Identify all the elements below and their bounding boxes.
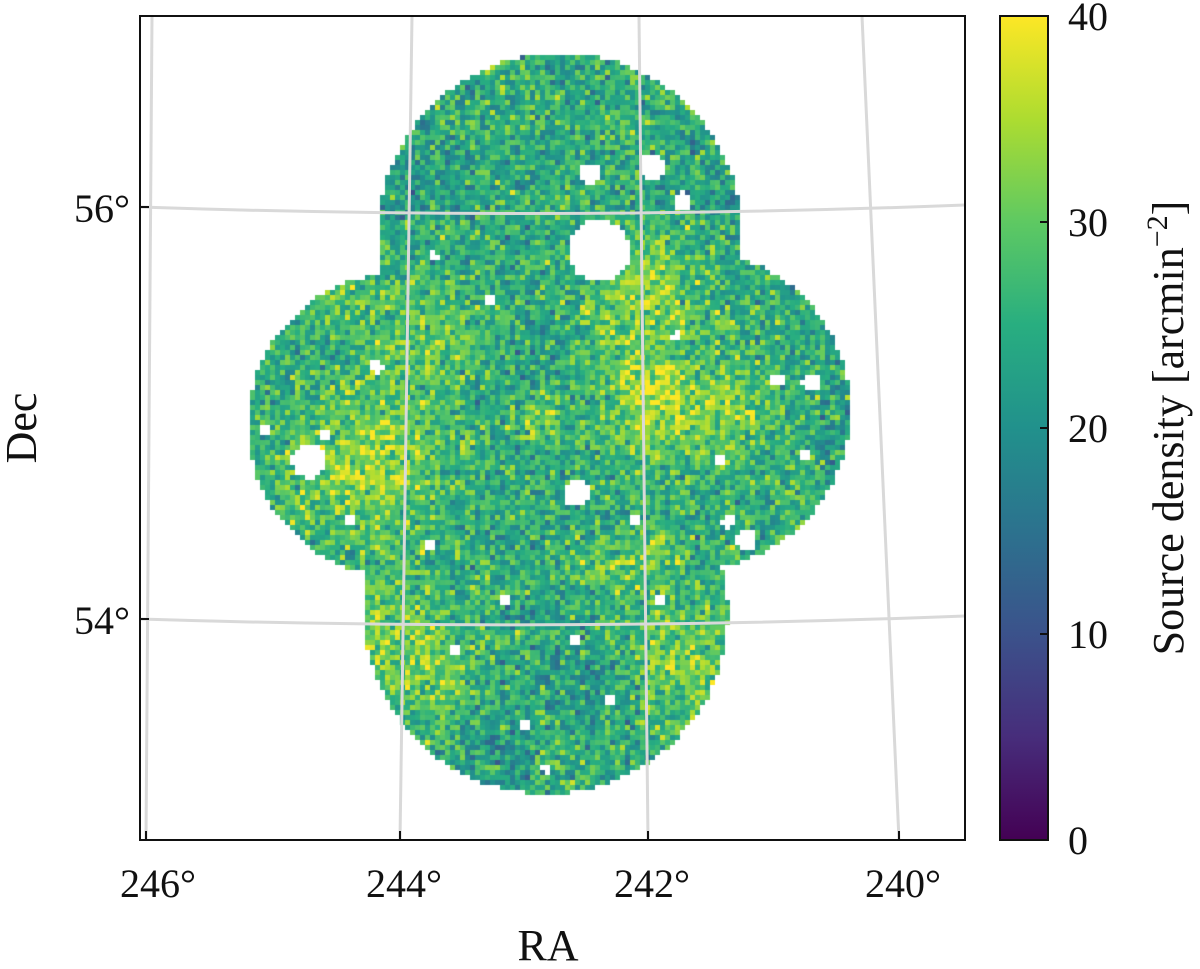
colorbar-tick-label: 0 [1068, 818, 1088, 863]
x-tick-label-246: 246° [120, 861, 196, 906]
colorbar-tick-label: 10 [1068, 612, 1108, 657]
grid-line-ra-240 [860, 16, 901, 840]
x-tick-label-240: 240° [865, 861, 941, 906]
colorbar-label-exponent: −2 [1141, 215, 1174, 247]
colorbar-ticks: 0 10 20 30 40 [1040, 0, 1108, 863]
y-axis-label: Dec [0, 393, 46, 464]
y-axis: 56° 54° Dec [0, 186, 149, 643]
coordinate-grid [140, 16, 965, 840]
grid-line-ra-242 [637, 16, 650, 840]
plot-frame [139, 15, 966, 841]
y-tick-label-56: 56° [74, 186, 130, 231]
grid-line-ra-246 [144, 16, 154, 840]
colorbar-label-close: ] [1144, 201, 1193, 216]
grid-line-dec-56 [140, 203, 965, 216]
y-tick-label-54: 54° [74, 598, 130, 643]
x-tick-label-242: 242° [614, 861, 690, 906]
colorbar-tick-label: 30 [1068, 200, 1108, 245]
grid-line-ra-244 [398, 16, 414, 840]
colorbar-label: Source density [arcmin−2] [1141, 201, 1193, 656]
x-axis-label: RA [517, 921, 578, 969]
x-tick-label-244: 244° [366, 861, 442, 906]
x-axis: 246° 244° 242° 240° RA [120, 831, 941, 969]
grid-line-dec-54 [140, 614, 965, 627]
colorbar-tick-label: 20 [1068, 406, 1108, 451]
colorbar-label-text: Source density [arcmin [1144, 247, 1193, 655]
colorbar: 0 10 20 30 40 Source density [arcmin−2] [999, 0, 1193, 863]
colorbar-tick-label: 40 [1068, 0, 1108, 39]
